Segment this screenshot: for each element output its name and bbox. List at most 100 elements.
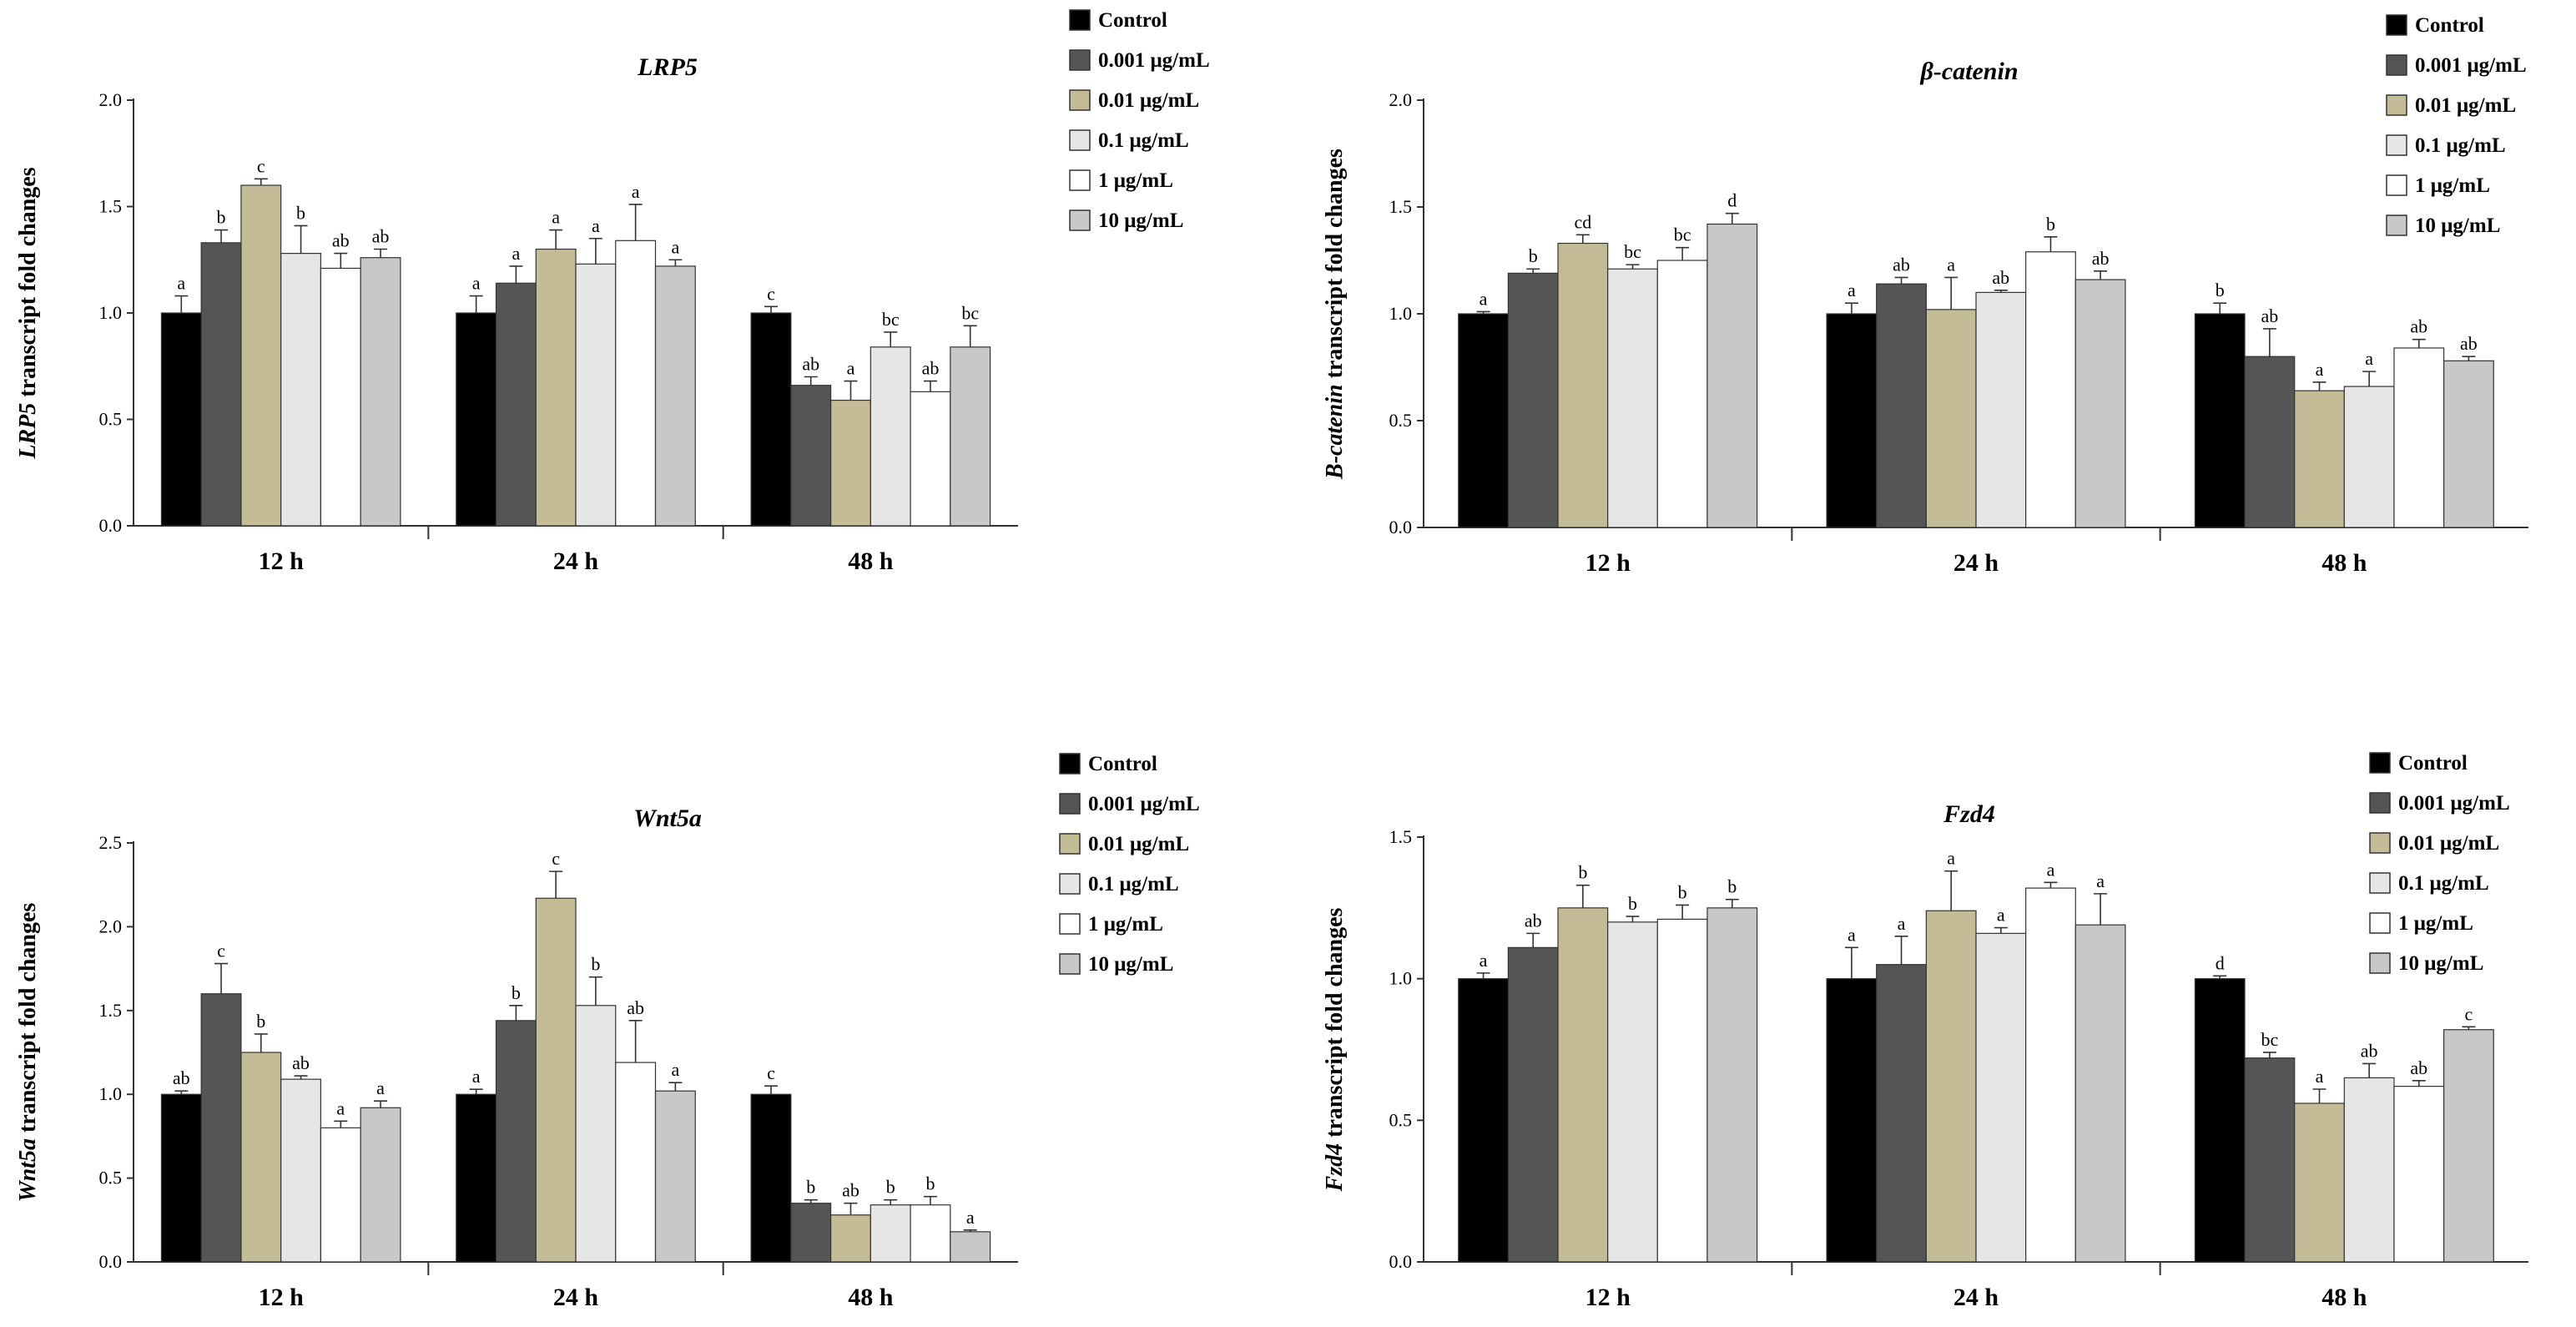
- legend-swatch: [1069, 9, 1091, 31]
- legend-label: 0.01 μg/mL: [1098, 89, 1199, 112]
- significance-label: a: [592, 215, 600, 236]
- significance-label: a: [2096, 870, 2105, 891]
- bar: [456, 312, 497, 527]
- significance-label: a: [1898, 913, 1906, 934]
- y-tick-label: 1.0: [99, 302, 123, 323]
- significance-label: a: [177, 273, 185, 294]
- bar: [2074, 924, 2126, 1263]
- significance-label: ab: [2361, 1040, 2378, 1061]
- chart-title: β-catenin: [1919, 58, 2018, 85]
- significance-label: a: [2316, 1066, 2324, 1087]
- bar: [790, 1203, 832, 1263]
- legend-label: 0.01 μg/mL: [2415, 94, 2516, 117]
- bar: [2244, 1057, 2296, 1263]
- bar: [535, 248, 577, 527]
- significance-label: b: [1628, 893, 1637, 914]
- bar: [1876, 283, 1927, 528]
- significance-label: ab: [2410, 1057, 2427, 1078]
- significance-label: ab: [1893, 254, 1910, 275]
- bar: [2343, 386, 2395, 528]
- x-category-label: 48 h: [2321, 549, 2367, 577]
- significance-label: d: [2216, 952, 2225, 973]
- bar: [2025, 887, 2076, 1263]
- y-tick-label: 0.5: [99, 1168, 123, 1188]
- bar: [2393, 1086, 2445, 1263]
- legend-swatch: [2386, 134, 2407, 156]
- chart-title: LRP5: [637, 53, 698, 81]
- bar: [280, 1078, 322, 1263]
- y-axis-label-text: transcript fold changes: [1322, 149, 1348, 384]
- bar: [654, 265, 696, 527]
- significance-label: c: [767, 283, 775, 304]
- bar: [1706, 223, 1758, 528]
- legend-label: 0.001 μg/mL: [1098, 49, 1210, 72]
- legend-label: 1 μg/mL: [2415, 174, 2490, 197]
- bar: [240, 184, 282, 527]
- bar: [2074, 279, 2126, 528]
- significance-label: b: [296, 202, 305, 223]
- bar: [320, 1127, 361, 1263]
- significance-label: a: [512, 243, 520, 264]
- x-category-label: 12 h: [1585, 1284, 1631, 1311]
- significance-label: ab: [1525, 910, 1542, 931]
- legend-label: Control: [2398, 752, 2468, 775]
- bar: [1458, 313, 1509, 528]
- legend-label: 1 μg/mL: [1088, 913, 1163, 936]
- bar: [240, 1052, 282, 1263]
- bar: [750, 312, 792, 527]
- legend-swatch: [1069, 129, 1091, 151]
- legend-swatch: [1069, 49, 1091, 71]
- x-category-label: 24 h: [1953, 1284, 1999, 1311]
- significance-label: b: [1727, 876, 1737, 897]
- significance-label: a: [632, 181, 640, 202]
- bar: [1557, 907, 1609, 1263]
- significance-label: b: [2216, 280, 2225, 300]
- bar: [1706, 907, 1758, 1263]
- bar: [160, 312, 202, 527]
- legend-label: 0.1 μg/mL: [1098, 129, 1189, 152]
- x-category-label: 12 h: [259, 547, 305, 575]
- legend-swatch: [1069, 89, 1091, 111]
- significance-label: c: [552, 848, 560, 869]
- y-axis-label-gene: Β-catenin: [1322, 384, 1348, 480]
- bar: [910, 1204, 951, 1263]
- legend-label: Control: [2415, 14, 2484, 37]
- bar: [200, 242, 242, 527]
- legend-label: 10 μg/mL: [2415, 214, 2500, 237]
- significance-label: a: [1997, 905, 2005, 926]
- bar: [2294, 390, 2345, 528]
- legend-label: Control: [1098, 9, 1167, 32]
- y-axis-label-gene: LRP5: [15, 403, 41, 460]
- significance-label: ab: [842, 1180, 860, 1201]
- significance-label: b: [806, 1177, 815, 1198]
- legend-label: 0.01 μg/mL: [1088, 833, 1189, 855]
- legend-swatch: [1059, 753, 1081, 775]
- significance-label: a: [847, 358, 855, 379]
- bar: [200, 993, 242, 1263]
- bar: [1925, 309, 1977, 528]
- y-tick-label: 2.0: [1389, 89, 1413, 110]
- significance-label: ab: [292, 1052, 310, 1073]
- bar: [829, 1214, 871, 1263]
- significance-label: ab: [173, 1067, 190, 1088]
- significance-label: ab: [2092, 248, 2110, 269]
- legend-swatch: [1069, 169, 1091, 191]
- bar: [575, 263, 617, 527]
- y-tick-label: 0.0: [99, 1251, 123, 1272]
- bar: [750, 1093, 792, 1263]
- legend-swatch: [2369, 832, 2391, 854]
- y-tick-label: 0.0: [99, 515, 123, 536]
- significance-label: cd: [1574, 211, 1591, 232]
- significance-label: bc: [1674, 225, 1691, 245]
- significance-label: a: [376, 1077, 385, 1098]
- bar: [1975, 291, 2027, 528]
- bar: [1925, 910, 1977, 1263]
- y-tick-label: 1.5: [1389, 196, 1413, 217]
- significance-label: c: [2465, 1003, 2473, 1024]
- bar: [535, 897, 577, 1263]
- legend-swatch: [2369, 952, 2391, 974]
- significance-label: ab: [332, 230, 350, 251]
